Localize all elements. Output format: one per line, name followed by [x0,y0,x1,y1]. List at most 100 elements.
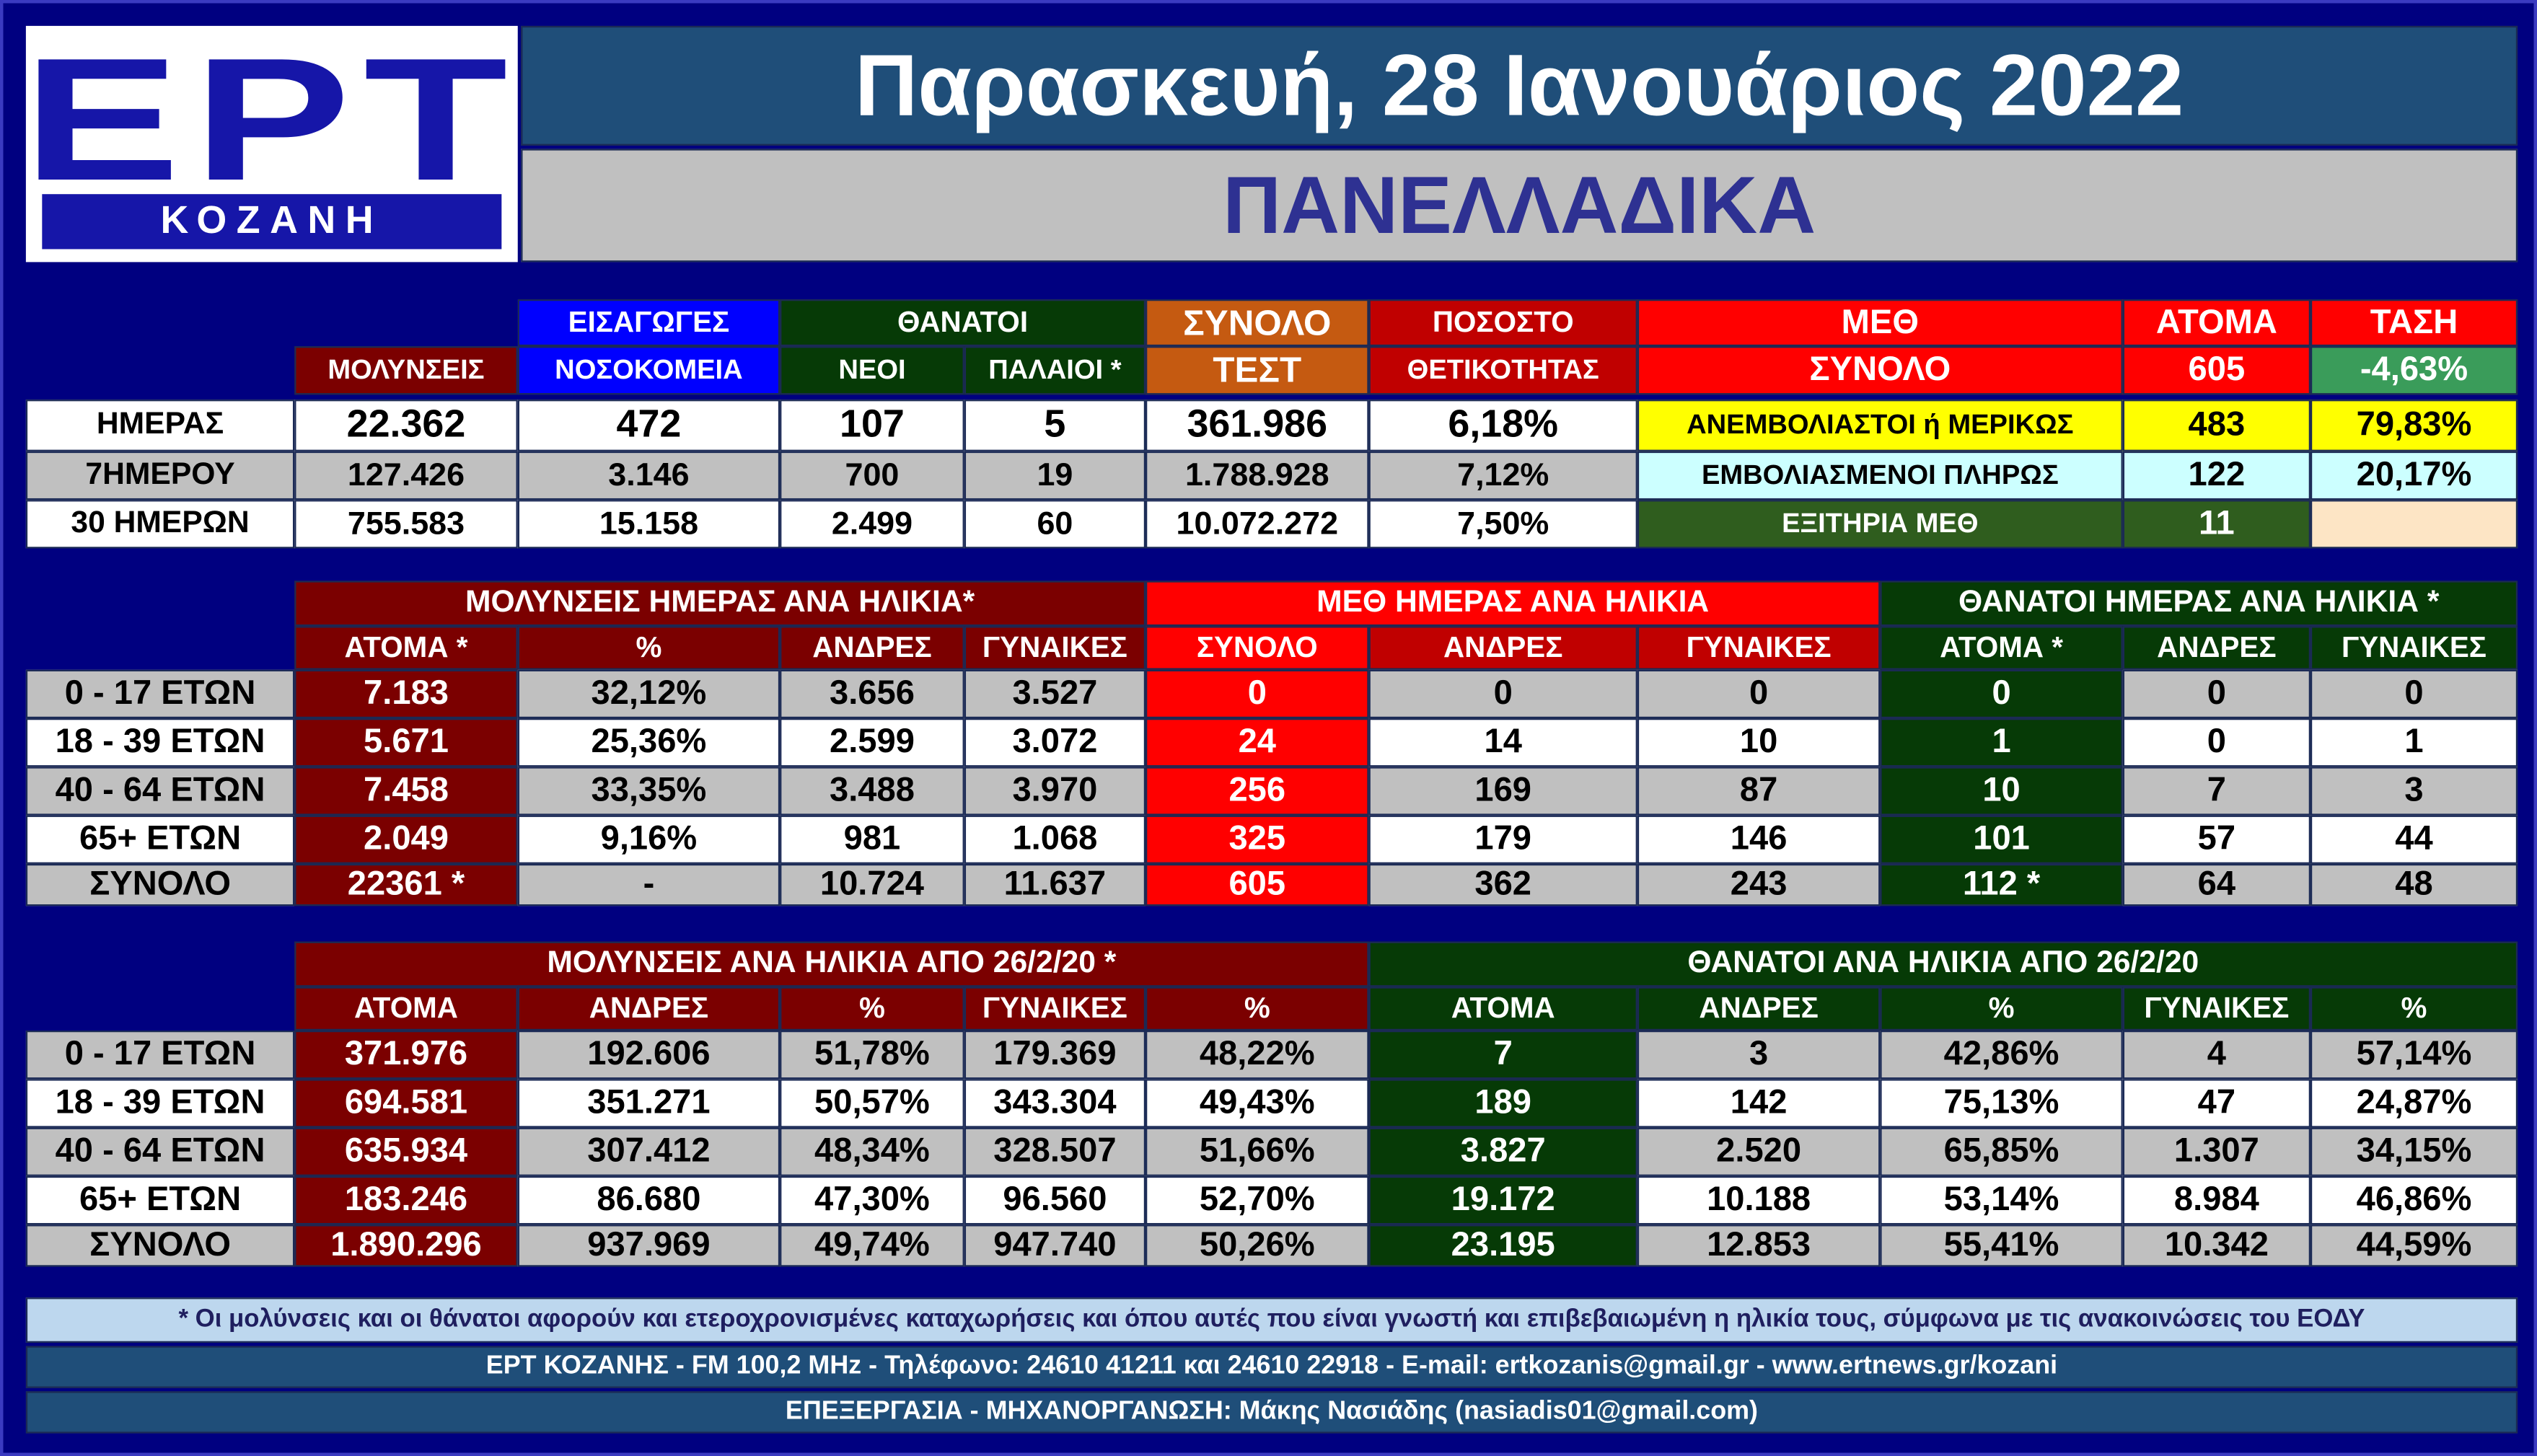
column-header: ΓΥΝΑΙΚΕΣ [2122,987,2310,1031]
table-cell: 10.724 [780,863,964,906]
table-cell: 23.195 [1368,1225,1637,1267]
table-cell: 1.788.928 [1146,451,1369,500]
table-cell: 146 [1637,815,1881,864]
table-cell: 343.304 [964,1079,1146,1128]
logo-subtitle: ΚΟΖΑΝΗ [42,194,502,250]
column-group-header: ΜΕΘ ΗΜΕΡΑΣ ΑΝΑ ΗΛΙΚΙΑ [1146,581,1881,627]
table-cell: 0 [2310,500,2518,549]
column-header: ΑΤΟΜΑ [1368,987,1637,1031]
row-label: 0 - 17 ΕΤΩΝ [25,669,295,719]
table-cell: 101 [1880,815,2123,864]
table-cell: 3.656 [780,669,964,719]
table-cell: 183.246 [294,1175,518,1225]
table-cell: 11 [2122,500,2310,549]
table-cell: 48,34% [780,1127,964,1176]
table-cell: 51,78% [780,1031,964,1080]
column-group-header: ΕΙΣΑΓΩΓΕΣ [517,299,781,347]
table-cell: 19.172 [1368,1175,1637,1225]
column-group-header: ΘΑΝΑΤΟΙ ΑΝΑ ΗΛΙΚΙΑ ΑΠΟ 26/2/20 [1368,941,2518,987]
column-header: ΑΤΟΜΑ * [294,626,518,670]
table-cell: 3.827 [1368,1127,1637,1176]
table-cell: 1 [1880,718,2123,767]
column-header: ΣΥΝΟΛΟ [1146,626,1369,670]
table-cell: 7,50% [1368,500,1637,549]
table-cell: 635.934 [294,1127,518,1176]
table-cell: 1.068 [964,815,1146,864]
table-cell: 65,85% [1880,1127,2123,1176]
table-cell: 33,35% [517,767,781,816]
row-label: ΣΥΝΟΛΟ [25,1225,295,1267]
row-label: 40 - 64 ΕΤΩΝ [25,767,295,816]
column-header: ΤΕΣΤ [1146,346,1369,395]
table-cell: 307.412 [517,1127,781,1176]
column-header: ΑΝΔΡΕΣ [780,626,964,670]
table-cell: 14 [1368,718,1637,767]
table-cell: 127.426 [294,451,518,500]
footnote: * Οι μολύνσεις και οι θάνατοι αφορούν κα… [25,1297,2518,1343]
column-group-header: ΜΟΛΥΝΣΕΙΣ ΗΜΕΡΑΣ ΑΝΑ ΗΛΙΚΙΑ* [294,581,1146,627]
column-header: ΑΝΔΡΕΣ [517,987,781,1031]
column-header: ΓΥΝΑΙΚΕΣ [1637,626,1881,670]
column-group-header: ΤΑΣΗ [2310,299,2518,347]
table-cell: 57,14% [2310,1031,2518,1080]
table-cell: 10.342 [2122,1225,2310,1267]
table-cell: 46,86% [2310,1175,2518,1225]
row-label: 30 ΗΜΕΡΩΝ [25,500,295,549]
table-cell: 1.890.296 [294,1225,518,1267]
row-label: 65+ ΕΤΩΝ [25,815,295,864]
table-cell: 937.969 [517,1225,781,1267]
table-cell: 4 [2122,1031,2310,1080]
table-cell: 11.637 [964,863,1146,906]
row-label: 65+ ΕΤΩΝ [25,1175,295,1225]
table-cell: 3.072 [964,718,1146,767]
column-header: ΑΝΔΡΕΣ [1637,987,1881,1031]
table-cell: 179.369 [964,1031,1146,1080]
table-cell: 32,12% [517,669,781,719]
table-cell: 87 [1637,767,1881,816]
column-header: % [2310,987,2518,1031]
column-header: ΜΟΛΥΝΣΕΙΣ [294,346,518,395]
column-header: ΓΥΝΑΙΚΕΣ [964,987,1146,1031]
column-header: ΠΑΛΑΙΟΙ * [964,346,1146,395]
column-group-header: ΘΑΝΑΤΟΙ [780,299,1146,347]
table-cell: 42,86% [1880,1031,2123,1080]
contact-info: ΕΡΤ ΚΟΖΑΝΗΣ - FM 100,2 MHz - Τηλέφωνο: 2… [25,1346,2518,1388]
table-cell: 700 [780,451,964,500]
table-cell: 0 [1637,669,1881,719]
column-header: ΘΕΤΙΚΟΤΗΤΑΣ [1368,346,1637,395]
table-cell: 361.986 [1146,400,1369,451]
column-header: ΑΤΟΜΑ [294,987,518,1031]
column-header: -4,63% [2310,346,2518,395]
table-cell: 75,13% [1880,1079,2123,1128]
table-cell: 7 [1368,1031,1637,1080]
title: Παρασκευή, 28 Ιανουάριος 2022 [521,25,2518,146]
row-label: 18 - 39 ΕΤΩΝ [25,718,295,767]
table-cell: 22.362 [294,400,518,451]
table-cell: 12.853 [1637,1225,1881,1267]
column-group-header: ΣΥΝΟΛΟ [1146,299,1369,347]
credits: ΕΠΕΞΕΡΓΑΣΙΑ - ΜΗΧΑΝΟΡΓΑΝΩΣΗ: Μάκης Νασιά… [25,1391,2518,1434]
column-group-header: ΜΕΘ [1637,299,2123,347]
logo: ΕΡΤ ΚΟΖΑΝΗ [23,25,518,262]
table-cell: 34,15% [2310,1127,2518,1176]
column-header: ΓΥΝΑΙΚΕΣ [2310,626,2518,670]
table-cell: 694.581 [294,1079,518,1128]
table-cell: - [517,863,781,906]
table-cell: 47,30% [780,1175,964,1225]
row-label: ΣΥΝΟΛΟ [25,863,295,906]
table-cell: 0 [2122,718,2310,767]
table-cell: 22361 * [294,863,518,906]
table-cell: 79,83% [2310,400,2518,451]
subtitle: ΠΑΝΕΛΛΑΔΙΚΑ [521,149,2518,262]
column-header: % [1146,987,1369,1031]
table-cell: 7.183 [294,669,518,719]
table-cell: 3.488 [780,767,964,816]
table-cell: 49,43% [1146,1079,1369,1128]
table-cell: 605 [1146,863,1369,906]
table-cell: 179 [1368,815,1637,864]
column-header: % [780,987,964,1031]
table-cell: 25,36% [517,718,781,767]
table-cell: 10 [1637,718,1881,767]
table-cell: 328.507 [964,1127,1146,1176]
